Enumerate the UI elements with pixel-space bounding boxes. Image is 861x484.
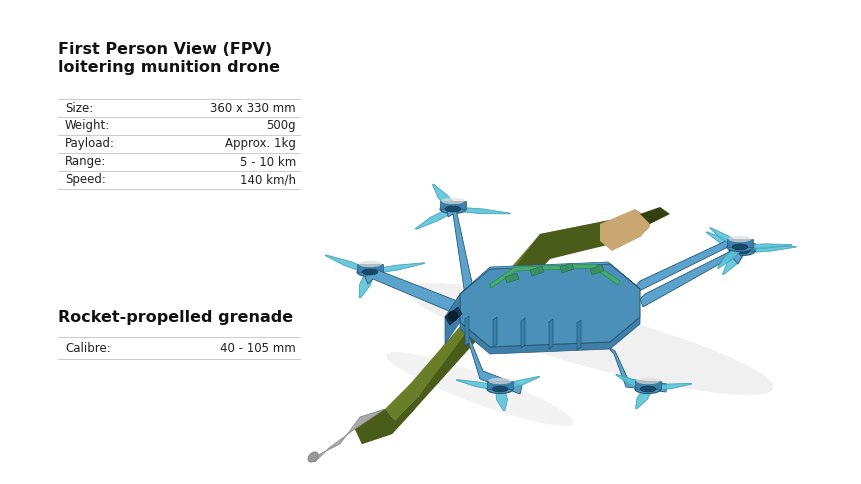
Polygon shape bbox=[530, 267, 543, 276]
Polygon shape bbox=[460, 264, 639, 348]
Polygon shape bbox=[447, 205, 473, 302]
Ellipse shape bbox=[486, 385, 512, 394]
Text: Approx. 1kg: Approx. 1kg bbox=[225, 137, 295, 150]
Text: Payload:: Payload: bbox=[65, 137, 115, 150]
Polygon shape bbox=[432, 185, 456, 210]
Text: Calibre:: Calibre: bbox=[65, 342, 110, 355]
Polygon shape bbox=[415, 208, 456, 230]
Text: Rocket-propelled grenade: Rocket-propelled grenade bbox=[58, 309, 293, 324]
Polygon shape bbox=[356, 264, 382, 272]
Text: 500g: 500g bbox=[266, 119, 295, 132]
Polygon shape bbox=[385, 214, 649, 421]
Ellipse shape bbox=[406, 284, 773, 395]
Polygon shape bbox=[486, 381, 512, 389]
Ellipse shape bbox=[356, 268, 382, 277]
Polygon shape bbox=[639, 249, 741, 307]
Text: 40 - 105 mm: 40 - 105 mm bbox=[220, 342, 295, 355]
Ellipse shape bbox=[492, 386, 507, 392]
Text: Weight:: Weight: bbox=[65, 119, 110, 132]
Polygon shape bbox=[615, 375, 650, 391]
Polygon shape bbox=[635, 381, 660, 389]
Polygon shape bbox=[520, 318, 524, 348]
Polygon shape bbox=[576, 320, 580, 350]
Polygon shape bbox=[639, 208, 669, 225]
Polygon shape bbox=[646, 384, 691, 391]
Polygon shape bbox=[310, 409, 385, 462]
Text: Speed:: Speed: bbox=[65, 173, 106, 186]
Ellipse shape bbox=[439, 205, 466, 214]
Polygon shape bbox=[505, 273, 518, 284]
Polygon shape bbox=[444, 294, 460, 344]
Polygon shape bbox=[632, 240, 736, 294]
Polygon shape bbox=[364, 270, 464, 318]
Polygon shape bbox=[489, 264, 619, 288]
Ellipse shape bbox=[307, 452, 318, 462]
Polygon shape bbox=[548, 319, 553, 349]
Polygon shape bbox=[599, 210, 649, 252]
Polygon shape bbox=[635, 389, 652, 409]
Polygon shape bbox=[709, 228, 742, 248]
Ellipse shape bbox=[358, 261, 381, 268]
Ellipse shape bbox=[635, 378, 659, 384]
Polygon shape bbox=[455, 380, 501, 391]
Polygon shape bbox=[705, 232, 745, 253]
Ellipse shape bbox=[728, 236, 751, 243]
Polygon shape bbox=[460, 318, 639, 354]
Polygon shape bbox=[722, 251, 746, 275]
Text: 5 - 10 km: 5 - 10 km bbox=[239, 155, 295, 168]
Polygon shape bbox=[355, 214, 649, 444]
Text: Range:: Range: bbox=[65, 155, 106, 168]
Polygon shape bbox=[716, 247, 743, 269]
Polygon shape bbox=[495, 389, 507, 411]
Ellipse shape bbox=[640, 386, 655, 392]
Polygon shape bbox=[444, 307, 461, 325]
Polygon shape bbox=[368, 263, 424, 274]
Ellipse shape bbox=[362, 270, 377, 275]
Ellipse shape bbox=[726, 243, 753, 252]
Polygon shape bbox=[359, 272, 374, 298]
Polygon shape bbox=[607, 348, 666, 392]
Polygon shape bbox=[492, 318, 497, 348]
Polygon shape bbox=[460, 262, 639, 294]
Polygon shape bbox=[439, 201, 466, 210]
Ellipse shape bbox=[444, 207, 461, 212]
Ellipse shape bbox=[386, 352, 573, 426]
Ellipse shape bbox=[728, 247, 754, 256]
Polygon shape bbox=[740, 247, 796, 254]
Ellipse shape bbox=[729, 240, 753, 247]
Ellipse shape bbox=[635, 385, 660, 394]
Polygon shape bbox=[560, 263, 573, 273]
Text: First Person View (FPV)
loitering munition drone: First Person View (FPV) loitering muniti… bbox=[58, 42, 280, 75]
Polygon shape bbox=[461, 329, 522, 394]
Polygon shape bbox=[728, 243, 754, 252]
Text: 140 km/h: 140 km/h bbox=[239, 173, 295, 186]
Ellipse shape bbox=[448, 311, 457, 321]
Ellipse shape bbox=[441, 198, 464, 205]
Polygon shape bbox=[325, 256, 373, 274]
Text: Size:: Size: bbox=[65, 101, 93, 114]
Text: 360 x 330 mm: 360 x 330 mm bbox=[210, 101, 295, 114]
Polygon shape bbox=[589, 265, 604, 275]
Ellipse shape bbox=[734, 249, 749, 255]
Polygon shape bbox=[739, 244, 791, 249]
Polygon shape bbox=[355, 397, 418, 444]
Polygon shape bbox=[464, 317, 468, 346]
Polygon shape bbox=[726, 240, 753, 247]
Polygon shape bbox=[497, 377, 539, 391]
Ellipse shape bbox=[487, 378, 511, 384]
Polygon shape bbox=[452, 208, 510, 214]
Ellipse shape bbox=[731, 244, 747, 250]
